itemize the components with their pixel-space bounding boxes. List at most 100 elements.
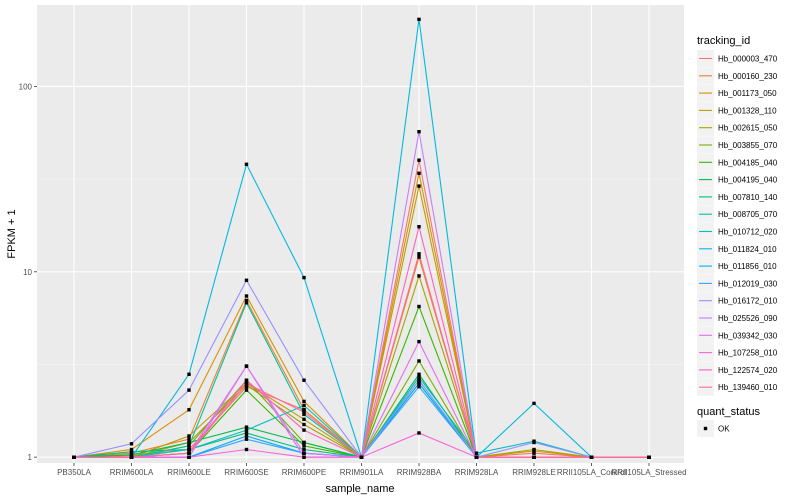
legend-item-label: Hb_002615_050 [718, 124, 778, 133]
data-point [129, 450, 134, 454]
x-axis: PB350LA RRIM600LA RRIM600LE RRIM600SE RRIM60… [57, 463, 687, 477]
data-point [187, 451, 191, 455]
y-tick-label: 10 [23, 268, 32, 277]
data-point [589, 455, 594, 459]
data-point [417, 381, 421, 386]
data-point [302, 275, 306, 280]
legend-item-label: Hb_008705_070 [718, 210, 778, 219]
data-point [129, 447, 134, 452]
data-point [417, 431, 421, 435]
data-point [129, 453, 134, 457]
legend-item-label: OK [718, 425, 730, 434]
data-point [647, 455, 651, 459]
data-point [244, 428, 249, 432]
legend-item-label: Hb_004185_040 [718, 158, 778, 167]
data-point [417, 17, 421, 22]
legend-item-label: Hb_003855_070 [718, 141, 778, 150]
data-point [417, 378, 421, 382]
data-point [302, 444, 306, 448]
data-point [244, 385, 249, 389]
legend-item-label: Hb_025526_090 [718, 314, 778, 323]
data-point [359, 455, 364, 459]
x-tick-label: RRII105LA_Stressed [611, 468, 686, 477]
y-tick-label: 1 [28, 453, 33, 462]
data-point [474, 455, 479, 459]
data-point [302, 417, 306, 421]
legend-color-title: tracking_id [697, 35, 750, 47]
data-point [244, 294, 249, 298]
x-tick-label: PB350LA [57, 468, 91, 477]
data-point [187, 455, 191, 459]
legend-item-label: Hb_122574_020 [718, 366, 778, 375]
data-point [532, 440, 536, 445]
data-point [532, 401, 536, 406]
y-axis: 1 10 100 [19, 82, 37, 462]
y-axis-title: FPKM + 1 [6, 209, 18, 258]
data-point [417, 130, 421, 134]
x-tick-label: RRIM928LA [455, 468, 499, 477]
data-point [244, 378, 249, 382]
legend-item-label: Hb_012019_030 [718, 279, 778, 288]
data-point [244, 162, 249, 166]
x-tick-label: RRIM901LA [340, 468, 384, 477]
data-point [417, 304, 421, 309]
data-point [244, 434, 249, 438]
x-tick-label: RRIM600LE [167, 468, 211, 477]
data-point [417, 158, 421, 162]
legend-shape-swatch [703, 426, 708, 431]
x-tick-label: RRIM928BA [397, 468, 442, 477]
data-point [129, 455, 134, 459]
data-point [187, 437, 191, 441]
data-point [532, 455, 536, 459]
data-point [417, 225, 421, 229]
data-point [532, 447, 536, 452]
data-point [302, 378, 306, 382]
legend-item-label: Hb_000160_230 [718, 72, 778, 81]
data-point [302, 403, 306, 408]
data-point [417, 184, 421, 188]
data-point [244, 431, 249, 435]
minor-gridlines [37, 178, 684, 365]
x-tick-label: RRIM600PE [282, 468, 326, 477]
legend-item-label: Hb_016172_010 [718, 297, 778, 306]
data-point [302, 455, 306, 459]
x-tick-label: RRII105LA_Control [557, 468, 627, 477]
data-point [244, 388, 249, 392]
x-tick-label: RRIM600SE [224, 468, 268, 477]
data-point [417, 252, 421, 256]
data-point [417, 372, 421, 376]
data-point [244, 278, 249, 282]
major-gridlines [37, 5, 684, 463]
y-tick-label: 100 [19, 82, 33, 91]
data-point [532, 451, 536, 455]
data-point [302, 399, 306, 404]
x-axis-title: sample_name [325, 483, 394, 495]
legend: tracking_id Hb_000003_470 Hb_000160_230 Hb… [697, 35, 778, 437]
data-point [302, 447, 306, 452]
data-point [417, 339, 421, 344]
data-point [244, 301, 249, 305]
data-point [302, 422, 306, 427]
data-point [187, 440, 191, 445]
x-tick-label: RRIM928LE [512, 468, 556, 477]
legend-item-label: Hb_007810_140 [718, 193, 778, 202]
legend-item-label: Hb_011824_010 [718, 245, 777, 254]
data-point [244, 364, 249, 368]
data-point [187, 408, 191, 412]
plot-panel [37, 5, 684, 463]
data-point [417, 385, 421, 389]
legend-item-label: Hb_001173_050 [718, 89, 777, 98]
data-point [417, 171, 421, 175]
points-layer [72, 17, 651, 459]
legend-item-label: Hb_004195_040 [718, 176, 778, 185]
data-point [302, 428, 306, 432]
data-point [244, 447, 249, 452]
data-point [302, 408, 306, 412]
data-point [187, 434, 191, 438]
data-point [187, 447, 191, 452]
data-point [244, 425, 249, 429]
legend-shape-title: quant_status [697, 406, 760, 418]
data-point [417, 274, 421, 278]
data-point [302, 451, 306, 455]
legend-item-label: Hb_107258_010 [718, 349, 778, 358]
